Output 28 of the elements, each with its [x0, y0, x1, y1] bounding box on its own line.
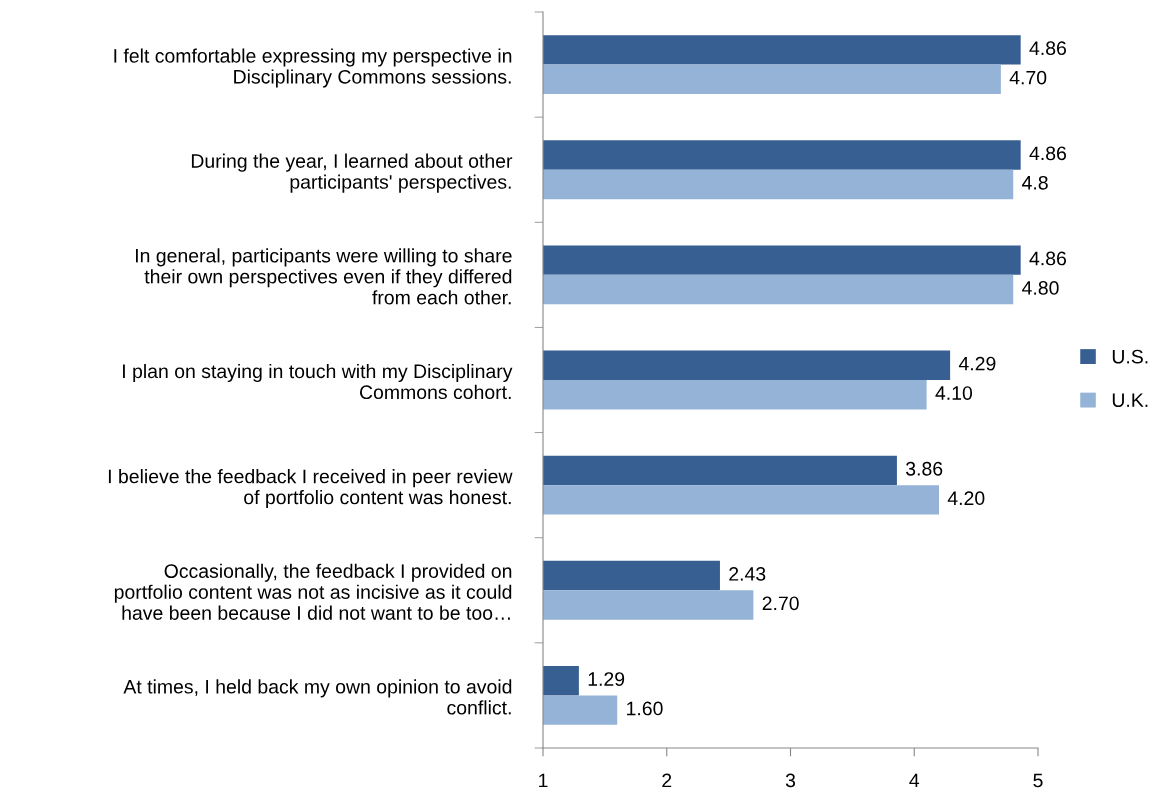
data-label: 4.8 [1022, 175, 1048, 190]
x-tick-label: 3 [785, 773, 796, 788]
x-tick-label: 5 [1033, 773, 1043, 788]
data-label: 4.70 [1009, 70, 1047, 85]
x-tick-label: 1 [539, 773, 548, 788]
y-tick-label: I felt comfortable expressing my perspective in Disciplinary Commons sessions. [114, 48, 512, 88]
data-label: 4.86 [1029, 146, 1066, 161]
data-label: 4.80 [1022, 281, 1059, 295]
data-label: 4.20 [947, 491, 985, 506]
data-label: 4.86 [1029, 251, 1066, 266]
data-label: 4.10 [935, 386, 973, 400]
legend-label: U.K. [1112, 393, 1148, 408]
data-label: 1.29 [588, 672, 625, 686]
y-tick-label: I believe the feedback I received in peer review of portfolio content was honest. [108, 469, 513, 509]
data-label: 2.70 [762, 596, 799, 611]
data-label: 1.60 [627, 701, 663, 716]
data-label: 4.29 [958, 356, 996, 371]
x-tick-label: 2 [662, 773, 672, 788]
x-tick-label: 4 [909, 773, 920, 788]
y-tick-label: Occasionally, the feedback I provided on portfolio content was not as incisive as it could have been because I did not want to be too… [114, 563, 512, 620]
data-label: 3.86 [906, 461, 943, 476]
y-tick-label: During the year, I learned about other participants' perspectives. [191, 153, 513, 193]
legend-label: U.S. [1112, 349, 1148, 364]
data-label: 2.43 [729, 567, 766, 581]
y-tick-label: I plan on staying in touch with my Disciplinary Commons cohort. [123, 363, 513, 400]
y-tick-label: In general, participants were willing to share their own perspectives even if they differed from each other. [135, 248, 512, 305]
data-label: 4.86 [1029, 41, 1066, 56]
y-tick-label: At times, I held back my own opinion to avoid conflict. [123, 679, 512, 715]
